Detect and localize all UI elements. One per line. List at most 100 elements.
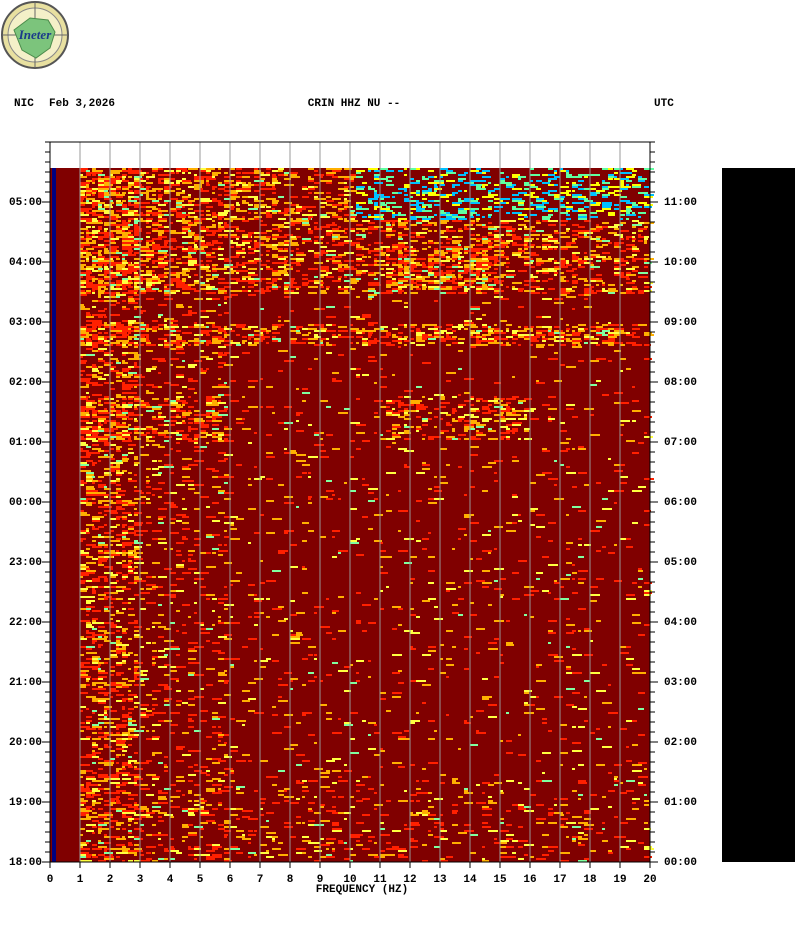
spectrogram-cell xyxy=(380,342,388,344)
spectrogram-cell xyxy=(482,250,488,252)
spectrogram-cell xyxy=(134,282,143,284)
spectrogram-cell xyxy=(122,422,126,424)
spectrogram-cell xyxy=(326,276,334,278)
spectrogram-cell xyxy=(320,400,328,402)
spectrogram-cell xyxy=(158,324,167,326)
spectrogram-cell xyxy=(338,292,347,294)
spectrogram-cell xyxy=(596,202,601,204)
spectrogram-cell xyxy=(218,248,224,250)
spectrogram-cell xyxy=(134,562,144,564)
spectrogram-cell xyxy=(596,358,606,360)
spectrogram-cell xyxy=(548,258,554,260)
spectrogram-cell xyxy=(266,500,274,502)
spectrogram-cell xyxy=(458,278,462,280)
spectrogram-cell xyxy=(512,194,519,196)
spectrogram-cell xyxy=(368,198,378,200)
spectrogram-cell xyxy=(284,184,294,186)
spectrogram-cell xyxy=(218,328,227,330)
spectrogram-cell xyxy=(224,544,227,546)
spectrogram-cell xyxy=(224,382,227,384)
spectrogram-cell xyxy=(560,422,565,424)
spectrogram-cell xyxy=(404,250,411,252)
spectrogram-cell xyxy=(602,546,606,548)
spectrogram-cell xyxy=(104,352,111,354)
spectrogram-cell xyxy=(146,274,156,276)
spectrogram-cell xyxy=(404,256,407,258)
spectrogram-cell xyxy=(548,328,552,330)
spectrogram-cell xyxy=(128,444,136,446)
spectrogram-cell xyxy=(356,424,366,426)
spectrogram-cell xyxy=(476,186,481,188)
spectrogram-cell xyxy=(416,332,425,334)
spectrogram-cell xyxy=(620,260,628,262)
spectrogram-cell xyxy=(572,344,576,346)
spectrogram-cell xyxy=(110,468,120,470)
spectrogram-cell xyxy=(524,334,534,336)
spectrogram-cell xyxy=(290,452,297,454)
spectrogram-cell xyxy=(128,392,137,394)
spectrogram-cell xyxy=(104,300,113,302)
spectrogram-cell xyxy=(392,432,396,434)
spectrogram-cell xyxy=(116,270,126,272)
spectrogram-cell xyxy=(422,198,427,200)
spectrogram-cell xyxy=(98,440,108,442)
spectrogram-cell xyxy=(596,290,602,292)
spectrogram-cell xyxy=(614,272,622,274)
spectrogram-cell xyxy=(122,284,131,286)
spectrogram-cell xyxy=(308,324,317,326)
spectrogram-cell xyxy=(338,226,341,228)
spectrogram-cell xyxy=(356,232,359,234)
spectrogram-cell xyxy=(338,326,347,328)
spectrogram-cell xyxy=(470,454,478,456)
spectrogram-cell xyxy=(122,248,132,250)
spectrogram-cell xyxy=(290,338,297,340)
spectrogram-cell xyxy=(452,230,456,232)
spectrogram-cell xyxy=(578,446,584,448)
spectrogram-cell xyxy=(620,180,624,182)
spectrogram-cell xyxy=(80,482,87,484)
spectrogram-cell xyxy=(410,204,419,206)
spectrogram-cell xyxy=(92,320,102,322)
spectrogram-cell xyxy=(158,168,163,170)
spectrogram-cell xyxy=(584,408,594,410)
spectrogram-cell xyxy=(290,262,300,264)
spectrogram-cell xyxy=(200,342,204,344)
spectrogram-cell xyxy=(308,218,311,220)
spectrogram-cell xyxy=(260,292,265,294)
spectrogram-cell xyxy=(596,550,601,552)
spectrogram-cell xyxy=(206,292,215,294)
spectrogram-cell xyxy=(152,330,157,332)
spectrogram-cell xyxy=(554,266,563,268)
spectrogram-cell xyxy=(494,330,503,332)
spectrogram-cell xyxy=(506,176,509,178)
spectrogram-cell xyxy=(116,344,125,346)
spectrogram-cell xyxy=(122,406,132,408)
spectrogram-cell xyxy=(122,404,131,406)
spectrogram-cell xyxy=(134,346,138,348)
spectrogram-cell xyxy=(410,224,417,226)
spectrogram-cell xyxy=(476,286,486,288)
spectrogram-cell xyxy=(584,342,588,344)
spectrogram-cell xyxy=(398,272,403,274)
spectrogram-cell xyxy=(272,570,281,572)
spectrogram-cell xyxy=(386,556,392,558)
spectrogram-cell xyxy=(314,196,318,198)
spectrogram-cell xyxy=(386,258,395,260)
spectrogram-cell xyxy=(314,254,323,256)
spectrogram-cell xyxy=(626,208,631,210)
spectrogram-cell xyxy=(410,292,418,294)
spectrogram-cell xyxy=(422,424,428,426)
spectrogram-cell xyxy=(542,248,549,250)
spectrogram-cell xyxy=(632,224,642,226)
spectrogram-cell xyxy=(440,402,450,404)
spectrogram-cell xyxy=(428,570,435,572)
spectrogram-cell xyxy=(362,220,370,222)
spectrogram-cell xyxy=(92,330,97,332)
spectrogram-cell xyxy=(176,194,180,196)
spectrogram-cell xyxy=(572,256,579,258)
spectrogram-cell xyxy=(416,180,420,182)
spectrogram-cell xyxy=(488,338,495,340)
spectrogram-cell xyxy=(566,290,575,292)
spectrogram-cell xyxy=(350,368,356,370)
spectrogram-cell xyxy=(374,282,380,284)
